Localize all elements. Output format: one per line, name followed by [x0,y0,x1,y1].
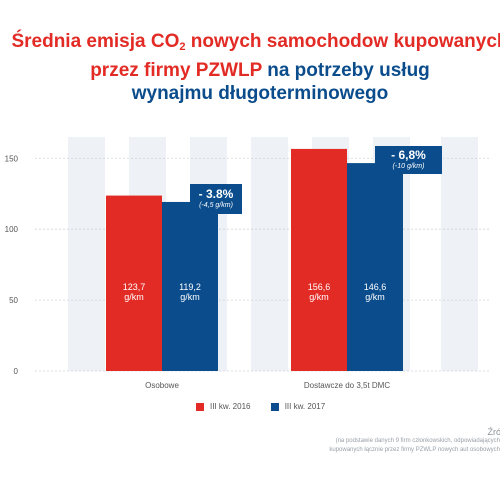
bar-value-label: 156,6 [308,282,331,292]
bg-column [251,137,288,371]
bar [347,163,403,371]
bg-column [68,137,105,371]
bar [106,195,162,371]
source-title: Źródł [487,427,500,437]
legend: III kw. 2016 III kw. 2017 [196,402,343,413]
annotation-osobowe-gkm: (-4,5 g/km) [199,202,233,209]
legend-swatch-2016 [196,402,204,411]
bar-value-label: 119,2 [179,282,201,292]
bg-column [441,137,478,371]
title-line2-blue: na potrzeby usług [261,60,430,81]
annotation-osobowe: - 3.8% (-4,5 g/km) [190,184,242,222]
y-tick-label: 50 [9,296,18,305]
bar-value-label: 146,6 [364,282,387,292]
bar-value-label: 123,7 [123,282,146,292]
legend-item-2016: III kw. 2016 [196,402,250,411]
title-line1-post: nowych samochodow kupowanych [185,31,500,52]
source-note: Źródł (na podstawie danych 9 firm członk… [248,428,500,455]
bar [291,148,347,371]
bar-value-label: g/km [309,292,329,302]
title-line1-pre: Średnia emisja CO [11,31,180,52]
legend-label-2017: III kw. 2017 [284,402,326,411]
legend-label-2016: III kw. 2016 [210,402,251,411]
y-tick-label: 100 [5,225,19,234]
legend-swatch-2017 [270,402,279,411]
y-tick-label: 0 [14,367,19,376]
bar-value-label: g/km [365,292,385,302]
title-line3: wynajmu długoterminowego [131,83,389,104]
title-line1-sub: 2 [179,41,186,53]
annotation-osobowe-percent: - 3.8% [198,187,234,201]
x-category-label: Osobowe [145,381,179,390]
y-tick-label: 150 [5,154,19,163]
annotation-dostawcze-gkm: (-10 g/km) [392,163,425,170]
x-category-label: Dostawcze do 3,5t DMC [304,381,390,390]
title-line2-red: przez firmy PZWLP [90,60,262,81]
annotation-dostawcze-percent: - 6,8% [391,148,426,162]
source-line1: (na podstawie danych 9 firm członkowskic… [335,438,500,444]
bar-value-label: g/km [124,292,144,302]
legend-item-2017: III kw. 2017 [270,402,326,411]
source-line2: kupowanych łącznie przez firmy PZWLP now… [329,447,500,453]
annotation-dostawcze: - 6,8% (-10 g/km) [375,146,442,182]
bar-value-label: g/km [180,292,200,302]
bar [162,201,218,371]
chart-title: Średnia emisja CO2 nowych samochodow kup… [0,30,500,105]
